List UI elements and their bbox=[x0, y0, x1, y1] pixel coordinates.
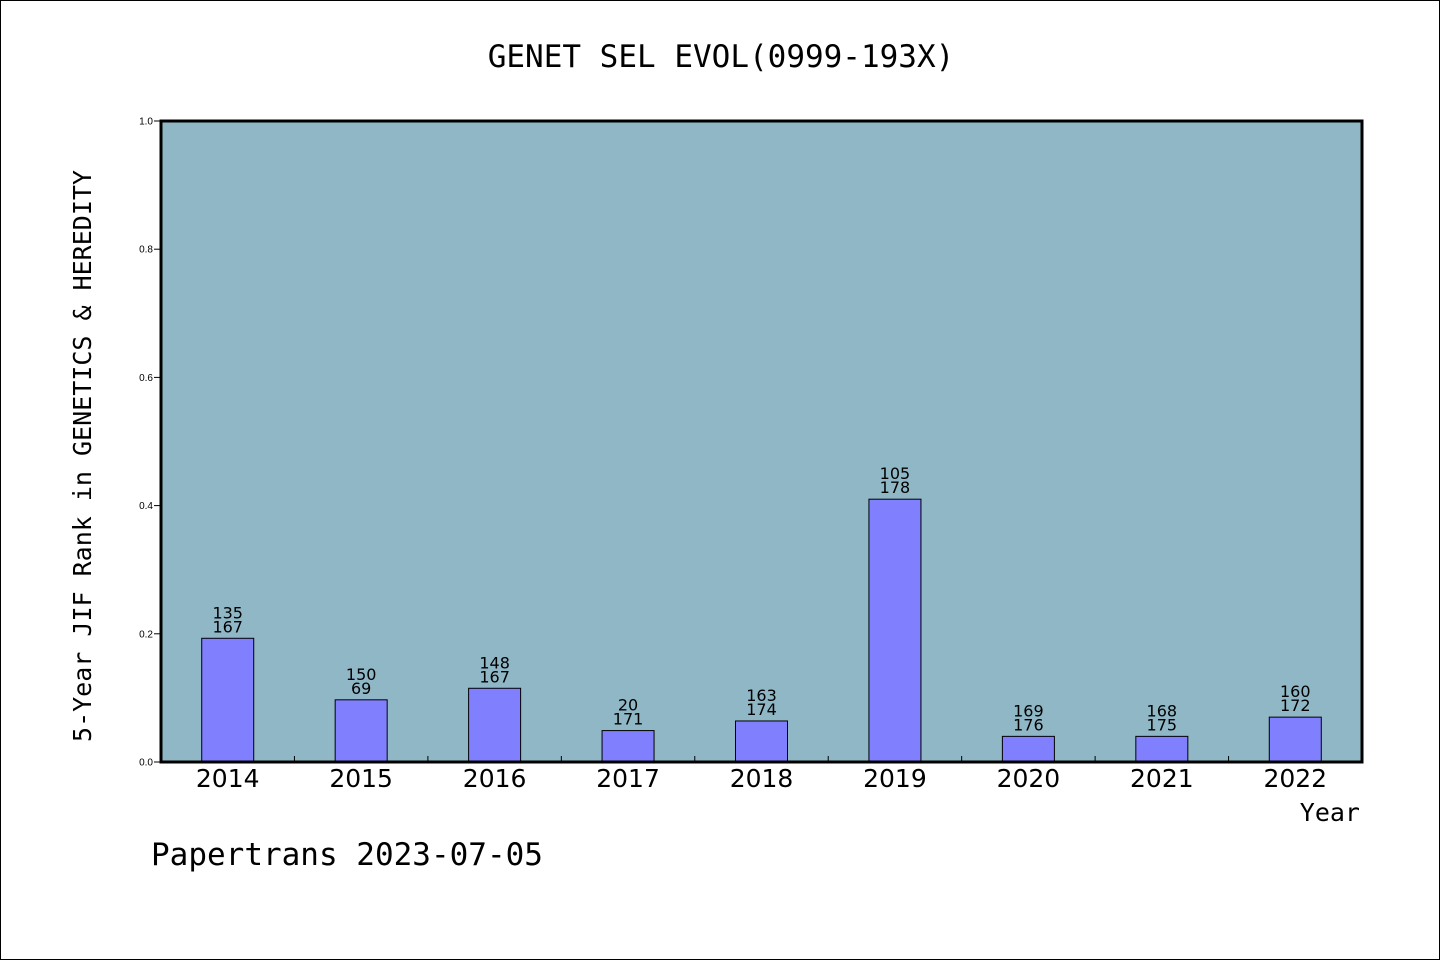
x-tick-label: 2017 bbox=[596, 764, 660, 793]
rank-label: 169 bbox=[1013, 701, 1044, 720]
total-label: 69 bbox=[351, 679, 371, 698]
bar-2020 bbox=[1001, 735, 1055, 763]
x-tick-label: 2019 bbox=[863, 764, 927, 793]
rank-label: 150 bbox=[346, 665, 377, 684]
total-label: 167 bbox=[212, 617, 243, 636]
total-label: 176 bbox=[1013, 715, 1044, 734]
x-tick-label: 2014 bbox=[196, 764, 260, 793]
data-labels-layer: 2014135167201515069201614816720172017120… bbox=[196, 464, 1327, 793]
y-tick-label: 0.2 bbox=[139, 629, 153, 640]
x-tick-label: 2022 bbox=[1263, 764, 1327, 793]
bars-layer bbox=[201, 498, 1322, 763]
x-tick-label: 2021 bbox=[1130, 764, 1194, 793]
y-axis-label: 5-Year JIF Rank in GENETICS & HEREDITY bbox=[68, 170, 97, 742]
bar-2022 bbox=[1268, 716, 1322, 763]
chart-title: GENET SEL EVOL(0999-193X) bbox=[488, 39, 955, 75]
x-tick-label: 2020 bbox=[997, 764, 1061, 793]
x-tick-label: 2018 bbox=[730, 764, 794, 793]
total-label: 175 bbox=[1147, 715, 1178, 734]
x-tick-label: 2015 bbox=[329, 764, 393, 793]
total-label: 171 bbox=[613, 710, 644, 729]
rank-label: 20 bbox=[618, 696, 638, 715]
y-tick-label: 0.0 bbox=[139, 758, 153, 769]
x-tick-label: 2016 bbox=[463, 764, 527, 793]
x-axis-label: Year bbox=[1300, 798, 1360, 827]
total-label: 167 bbox=[479, 667, 510, 686]
bar-2015 bbox=[334, 699, 388, 763]
ticks-layer: 0.0 0.2 0.4 0.6 0.8 1.0 bbox=[139, 117, 1230, 769]
plot-area bbox=[161, 121, 1362, 762]
total-label: 174 bbox=[746, 700, 777, 719]
y-tick-label: 0.8 bbox=[139, 245, 153, 256]
bar-2017 bbox=[601, 730, 655, 763]
bar-2016 bbox=[468, 687, 522, 763]
bar-2021 bbox=[1135, 735, 1189, 763]
rank-label: 148 bbox=[479, 653, 510, 672]
rank-label: 163 bbox=[746, 686, 777, 705]
rank-label: 135 bbox=[212, 603, 243, 622]
y-tick-label: 1.0 bbox=[139, 117, 153, 128]
y-tick-label: 0.4 bbox=[139, 501, 153, 512]
rank-label: 160 bbox=[1280, 682, 1311, 701]
footer-text: Papertrans 2023-07-05 bbox=[151, 837, 543, 873]
rank-label: 168 bbox=[1147, 701, 1178, 720]
plot-frame bbox=[159, 119, 1364, 764]
total-label: 172 bbox=[1280, 696, 1311, 715]
y-tick-label: 0.6 bbox=[139, 373, 153, 384]
bar-2014 bbox=[201, 637, 255, 763]
bar-2019 bbox=[868, 498, 922, 763]
total-label: 178 bbox=[880, 478, 911, 497]
bar-2018 bbox=[735, 720, 788, 763]
rank-label: 105 bbox=[880, 464, 911, 483]
